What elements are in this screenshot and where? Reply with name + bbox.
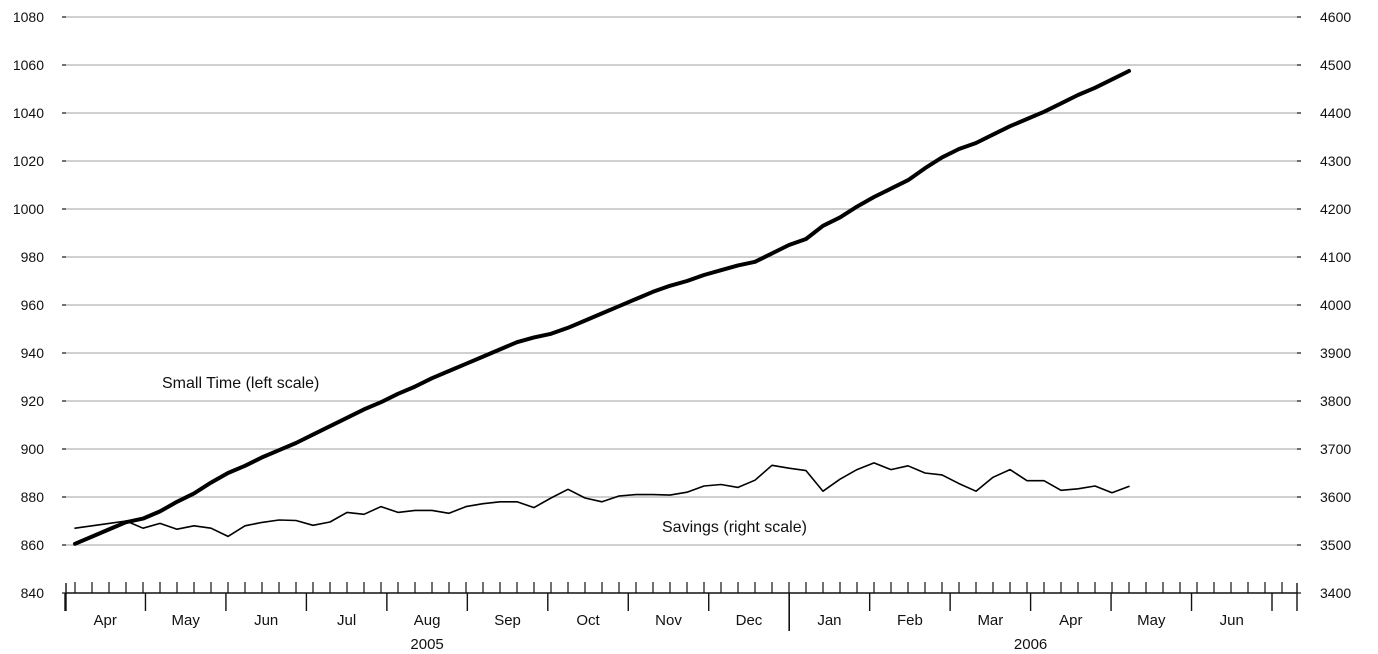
year-label: 2006 — [1014, 636, 1047, 653]
month-label: May — [172, 612, 201, 629]
month-label: Jun — [1220, 612, 1244, 629]
month-label: May — [1137, 612, 1166, 629]
left-tick-label: 1000 — [13, 201, 44, 217]
right-tick-label: 4100 — [1320, 249, 1351, 265]
year-label: 2005 — [410, 636, 443, 653]
left-tick-label: 1060 — [13, 57, 44, 73]
month-label: Mar — [977, 612, 1003, 629]
month-label: Jun — [254, 612, 278, 629]
month-label: Oct — [576, 612, 600, 629]
right-tick-label: 4300 — [1320, 153, 1351, 169]
gridlines — [66, 16, 1297, 546]
right-tick-label: 3800 — [1320, 393, 1351, 409]
left-tick-label: 1080 — [13, 9, 44, 25]
left-tick-label: 940 — [21, 345, 45, 361]
savings-label: Savings (right scale) — [662, 519, 807, 536]
month-label: Jan — [817, 612, 841, 629]
left-tick-label: 1020 — [13, 153, 44, 169]
right-tick-label: 4600 — [1320, 9, 1351, 25]
savings-line — [74, 462, 1130, 538]
left-tick-label: 980 — [21, 249, 45, 265]
month-label: Jul — [337, 612, 356, 629]
month-label: Apr — [94, 612, 117, 629]
left-tick-label: 840 — [21, 585, 45, 601]
month-label: Aug — [414, 612, 441, 629]
right-tick-label: 4200 — [1320, 201, 1351, 217]
right-tick-label: 4400 — [1320, 105, 1351, 121]
left-tick-label: 900 — [21, 441, 45, 457]
right-tick-label: 3700 — [1320, 441, 1351, 457]
right-tick-label: 4500 — [1320, 57, 1351, 73]
left-tick-label: 880 — [21, 489, 45, 505]
right-tick-label: 3400 — [1320, 585, 1351, 601]
right-tick-label: 3500 — [1320, 537, 1351, 553]
left-tick-label: 1040 — [13, 105, 44, 121]
left-tick-label: 860 — [21, 537, 45, 553]
axes: 840 860 880 900 920 940 960 980 1000 1020 1040 1060… — [13, 9, 1352, 653]
month-label: Nov — [655, 612, 682, 629]
small-time-line — [73, 69, 1131, 546]
month-label: Sep — [494, 612, 521, 629]
right-tick-label: 4000 — [1320, 297, 1351, 313]
right-tick-label: 3600 — [1320, 489, 1351, 505]
left-tick-label: 960 — [21, 297, 45, 313]
small-time-label: Small Time (left scale) — [162, 375, 319, 392]
right-tick-label: 3900 — [1320, 345, 1351, 361]
month-label: Dec — [736, 612, 763, 629]
left-tick-label: 920 — [21, 393, 45, 409]
series — [73, 69, 1131, 546]
month-label: Apr — [1059, 612, 1082, 629]
month-label: Feb — [897, 612, 923, 629]
